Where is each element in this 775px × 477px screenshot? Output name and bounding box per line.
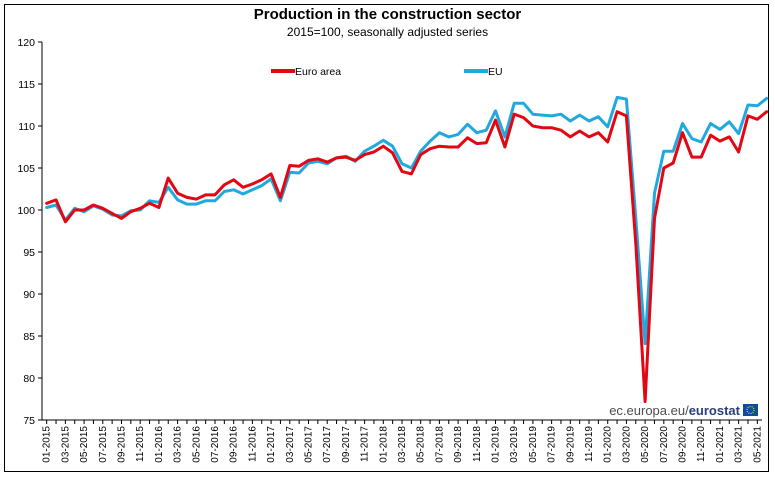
x-tick-label: 09-2016	[229, 426, 240, 463]
y-tick-label: 95	[23, 247, 35, 259]
x-tick-label: 03-2017	[285, 426, 296, 463]
x-tick-label: 11-2015	[135, 426, 146, 462]
x-tick-label: 03-2018	[397, 426, 408, 463]
series-eu	[45, 95, 769, 346]
y-tick-label: 120	[17, 37, 35, 49]
y-tick-label: 100	[17, 205, 35, 217]
eu-flag-icon	[743, 404, 758, 416]
x-tick-label: 01-2019	[491, 426, 502, 463]
x-tick-label: 03-2019	[509, 426, 520, 463]
chart-subtitle: 2015=100, seasonally adjusted series	[286, 25, 489, 39]
legend-label-eu: EU	[488, 66, 503, 78]
x-tick-label: 05-2018	[416, 426, 427, 463]
x-tick-label: 11-2016	[247, 426, 258, 462]
source-note: ec.europa.eu/eurostat	[609, 403, 758, 418]
x-tick-label: 09-2020	[678, 426, 689, 463]
x-tick-label: 07-2016	[210, 426, 221, 463]
x-tick-label: 11-2019	[584, 426, 595, 462]
chart-axes: 75 80 85 90 95 100 105 110 115 120 01-2015 03-2015 0…	[17, 37, 763, 463]
x-tick-label: 05-2015	[79, 426, 90, 463]
x-tick-label: 05-2021	[752, 426, 763, 463]
chart-series	[45, 95, 769, 403]
x-tick-label: 07-2015	[98, 426, 109, 463]
series-euro-area	[45, 110, 769, 403]
x-tick-label: 07-2020	[659, 426, 670, 463]
y-tick-label: 80	[23, 373, 35, 385]
x-tick-label: 05-2016	[191, 426, 202, 463]
source-text: ec.europa.eu/eurostat	[609, 403, 740, 418]
x-tick-label: 01-2018	[378, 426, 389, 463]
x-tick-label: 11-2020	[696, 426, 707, 462]
x-tick-label: 01-2015	[42, 426, 53, 463]
y-tick-label: 115	[18, 79, 35, 91]
x-tick-label: 03-2020	[621, 426, 632, 463]
x-tick-label: 03-2016	[173, 426, 184, 463]
source-prefix: ec.europa.eu/	[609, 403, 689, 418]
x-tick-label: 07-2017	[322, 426, 333, 463]
x-tick-label: 05-2019	[528, 426, 539, 463]
x-tick-label: 01-2016	[154, 426, 165, 463]
x-tick-label: 09-2015	[116, 426, 127, 463]
chart-legend: Euro area EU	[271, 66, 503, 78]
x-tick-label: 01-2020	[603, 426, 614, 463]
x-tick-label: 03-2015	[60, 426, 71, 463]
legend-label-euro-area: Euro area	[295, 66, 341, 78]
source-brand: eurostat	[689, 403, 741, 418]
x-tick-label: 03-2021	[734, 426, 745, 463]
x-tick-label: 07-2018	[434, 426, 445, 463]
x-tick-label: 01-2021	[715, 426, 726, 463]
x-tick-label: 11-2018	[472, 426, 483, 462]
series-line-eu	[45, 95, 769, 346]
chart-frame	[4, 4, 769, 472]
x-tick-label: 01-2017	[266, 426, 277, 463]
y-tick-label: 85	[23, 331, 35, 343]
y-tick-label: 105	[17, 163, 35, 175]
y-tick-label: 75	[23, 415, 35, 427]
y-tick-label: 90	[23, 289, 35, 301]
series-line-euro-area	[45, 110, 769, 403]
x-tick-label: 05-2020	[640, 426, 651, 463]
x-tick-label: 09-2019	[565, 426, 576, 463]
x-tick-label: 07-2019	[547, 426, 558, 463]
x-tick-label: 05-2017	[303, 426, 314, 463]
x-tick-label: 09-2017	[341, 426, 352, 463]
x-tick-label: 11-2017	[360, 426, 371, 462]
chart-title: Production in the construction sector	[253, 6, 522, 23]
y-tick-label: 110	[18, 121, 35, 133]
x-tick-label: 09-2018	[453, 426, 464, 463]
